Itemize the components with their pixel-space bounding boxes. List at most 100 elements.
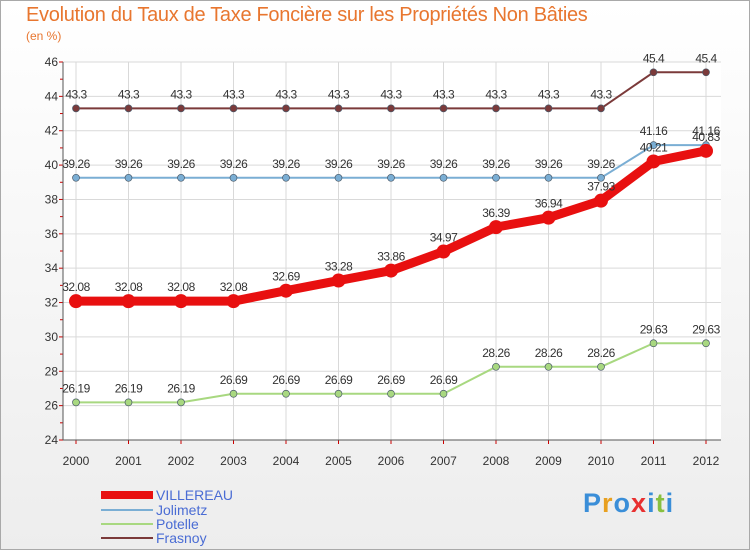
data-label-potelle: 26.69 xyxy=(220,373,248,387)
y-tick-label: 34 xyxy=(45,261,59,275)
data-point-potelle xyxy=(649,339,658,348)
data-point-jolimetz xyxy=(72,173,80,182)
y-tick-label: 44 xyxy=(45,89,59,103)
data-point-frasnoy xyxy=(334,104,343,113)
data-point-potelle xyxy=(387,389,395,398)
data-label-frasnoy: 43.3 xyxy=(538,87,560,101)
data-point-potelle xyxy=(334,389,343,398)
data-point-villereau xyxy=(69,294,83,309)
x-tick-label: 2003 xyxy=(220,454,247,468)
y-tick-label: 26 xyxy=(45,399,59,413)
data-label-jolimetz: 41.16 xyxy=(692,124,720,138)
legend-swatch-jolimetz xyxy=(101,509,153,511)
proxiti-logo: Proxiti xyxy=(583,488,674,519)
data-label-jolimetz: 39.26 xyxy=(115,157,143,171)
y-tick-label: 36 xyxy=(45,227,59,241)
data-label-frasnoy: 43.3 xyxy=(275,87,297,101)
legend-swatch-frasnoy xyxy=(101,537,153,539)
y-tick-label: 30 xyxy=(45,330,59,344)
data-point-potelle xyxy=(597,362,605,371)
data-label-jolimetz: 39.26 xyxy=(377,157,405,171)
data-label-villereau: 33.28 xyxy=(325,260,353,274)
data-point-frasnoy xyxy=(72,104,80,113)
data-point-potelle xyxy=(702,339,710,348)
data-point-frasnoy xyxy=(177,104,185,113)
data-point-jolimetz xyxy=(597,173,605,182)
data-point-villereau xyxy=(436,244,451,259)
data-point-villereau xyxy=(331,273,346,288)
data-point-jolimetz xyxy=(124,173,133,182)
data-label-potelle: 26.19 xyxy=(167,381,195,395)
data-point-jolimetz xyxy=(177,173,185,182)
y-tick-label: 32 xyxy=(45,296,59,310)
y-tick-label: 24 xyxy=(45,433,59,447)
data-point-villereau xyxy=(489,220,503,235)
data-point-potelle xyxy=(439,389,448,398)
data-label-villereau: 32.08 xyxy=(115,280,143,294)
data-label-frasnoy: 43.3 xyxy=(65,87,87,101)
chart-title: Evolution du Taux de Taxe Foncière sur l… xyxy=(26,4,588,26)
data-label-frasnoy: 43.3 xyxy=(590,87,612,101)
data-point-potelle xyxy=(72,398,80,407)
x-tick-label: 2005 xyxy=(325,454,352,468)
logo-letter: i xyxy=(647,488,656,518)
x-tick-label: 2012 xyxy=(693,454,720,468)
data-label-potelle: 26.69 xyxy=(272,373,300,387)
x-tick-label: 2011 xyxy=(641,454,667,468)
x-tick-label: 2002 xyxy=(168,454,195,468)
data-point-jolimetz xyxy=(282,173,290,182)
logo-letter: t xyxy=(655,488,666,518)
data-point-jolimetz xyxy=(492,173,500,182)
data-label-jolimetz: 41.16 xyxy=(640,124,668,138)
data-point-villereau xyxy=(279,283,293,298)
data-point-jolimetz xyxy=(544,173,553,182)
x-tick-label: 2004 xyxy=(273,454,300,468)
logo-letter: i xyxy=(665,488,675,518)
data-label-potelle: 26.69 xyxy=(430,373,458,387)
data-point-villereau xyxy=(646,154,661,169)
logo-letter: r xyxy=(602,488,614,518)
data-label-villereau: 32.69 xyxy=(272,270,300,284)
data-point-jolimetz xyxy=(229,173,238,182)
data-label-villereau: 32.08 xyxy=(220,280,248,294)
data-label-potelle: 29.63 xyxy=(640,322,668,336)
y-tick-label: 40 xyxy=(45,158,59,172)
data-label-potelle: 26.19 xyxy=(62,381,90,395)
data-point-frasnoy xyxy=(702,68,710,77)
x-tick-label: 2009 xyxy=(535,454,562,468)
data-label-frasnoy: 45.4 xyxy=(695,51,717,65)
data-point-frasnoy xyxy=(597,104,605,113)
data-point-frasnoy xyxy=(544,104,553,113)
data-label-frasnoy: 45.4 xyxy=(643,51,665,65)
data-label-potelle: 28.26 xyxy=(535,346,563,360)
logo-letter: x xyxy=(631,488,648,518)
data-point-potelle xyxy=(229,389,238,398)
x-tick-label: 2010 xyxy=(588,454,615,468)
data-point-villereau xyxy=(541,210,556,225)
data-label-frasnoy: 43.3 xyxy=(485,87,507,101)
data-label-villereau: 32.08 xyxy=(62,280,90,294)
data-label-jolimetz: 39.26 xyxy=(167,157,195,171)
data-label-villereau: 37.93 xyxy=(587,180,615,194)
data-label-jolimetz: 39.26 xyxy=(587,157,615,171)
data-point-potelle xyxy=(544,362,553,371)
data-point-jolimetz xyxy=(649,141,658,150)
data-label-villereau: 40.21 xyxy=(640,140,668,154)
data-point-jolimetz xyxy=(439,173,448,182)
data-point-villereau xyxy=(699,143,713,158)
data-point-villereau xyxy=(174,294,188,309)
data-label-frasnoy: 43.3 xyxy=(433,87,455,101)
x-tick-label: 2008 xyxy=(483,454,510,468)
y-tick-label: 38 xyxy=(45,192,59,206)
data-label-jolimetz: 39.26 xyxy=(62,157,90,171)
legend-swatch-potelle xyxy=(101,523,153,525)
data-point-frasnoy xyxy=(649,68,658,77)
x-tick-label: 2006 xyxy=(378,454,405,468)
x-tick-label: 2001 xyxy=(115,454,142,468)
data-label-jolimetz: 39.26 xyxy=(220,157,248,171)
data-point-potelle xyxy=(282,389,290,398)
logo-letter: P xyxy=(583,488,603,518)
data-label-potelle: 26.19 xyxy=(115,381,143,395)
